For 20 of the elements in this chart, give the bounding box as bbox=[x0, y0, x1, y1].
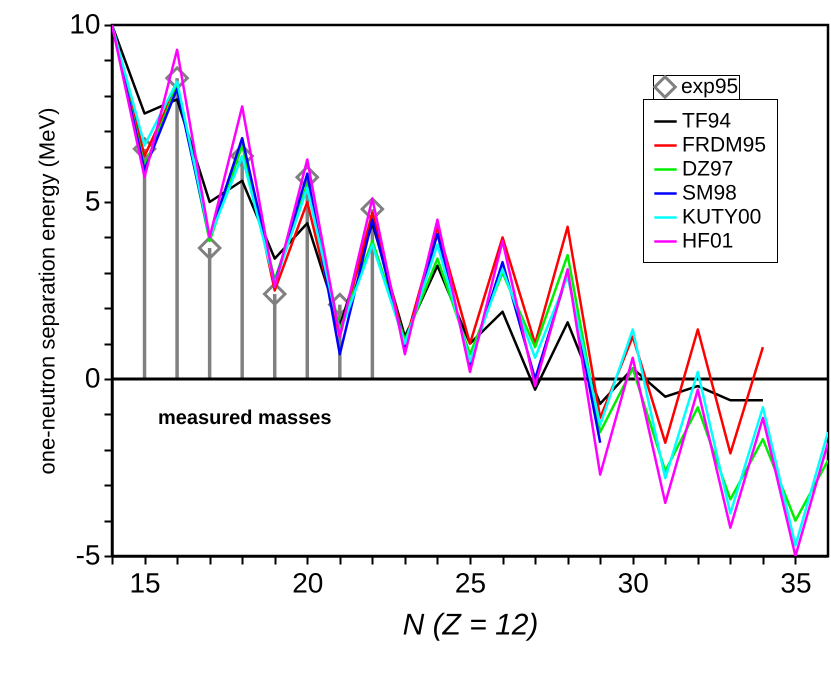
y-tick-label: 10 bbox=[69, 8, 100, 40]
legend-label: SM98 bbox=[682, 182, 737, 204]
legend-label: exp95 bbox=[681, 75, 738, 98]
legend-label: HF01 bbox=[682, 230, 734, 252]
x-tick-label: 20 bbox=[292, 568, 324, 598]
y-tick-label: -5 bbox=[76, 540, 100, 570]
y-tick-label: 0 bbox=[84, 362, 100, 394]
legend-label: FRDM95 bbox=[682, 134, 766, 156]
y-axis-title: one-neutron separation energy (MeV) bbox=[34, 108, 60, 474]
x-tick-label: 30 bbox=[618, 568, 649, 598]
legend-label: DZ97 bbox=[682, 158, 734, 180]
y-tick-label: 5 bbox=[84, 186, 100, 216]
legend-label: KUTY00 bbox=[682, 206, 762, 228]
x-tick-label: 25 bbox=[454, 568, 486, 598]
x-tick-label: 35 bbox=[780, 568, 812, 598]
x-axis-title: N (Z = 12) bbox=[402, 608, 538, 642]
legend-label: TF94 bbox=[682, 110, 732, 132]
point bbox=[198, 236, 222, 260]
x-tick-label: 15 bbox=[129, 568, 161, 598]
annotation: measured masses bbox=[158, 407, 332, 429]
